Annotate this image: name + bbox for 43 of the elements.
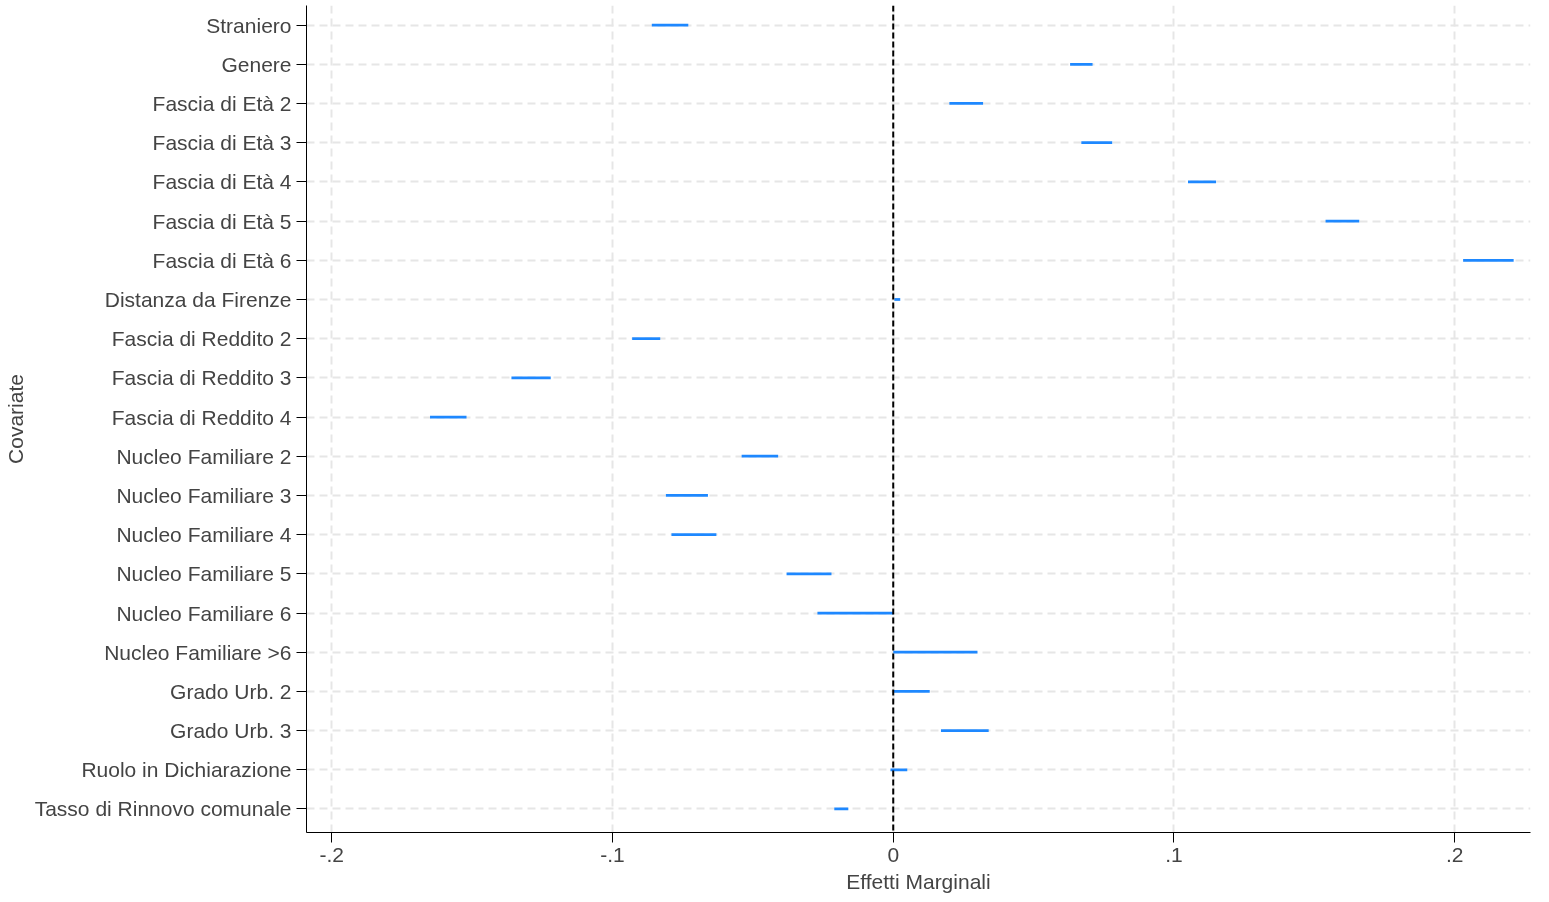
bar	[1070, 62, 1093, 66]
x-tick-label: -.1	[600, 842, 625, 866]
x-tick-label: -.2	[319, 842, 345, 866]
x-tick-label: 0	[887, 842, 900, 866]
y-tick-label: Straniero	[206, 13, 292, 37]
bar	[893, 690, 930, 693]
bar	[894, 298, 901, 301]
y-tick-label: Nucleo Familiare 3	[116, 483, 292, 507]
y-tick-label: Nucleo Familiare 2	[116, 444, 292, 468]
bar	[1463, 258, 1514, 262]
x-tick-label: .2	[1445, 842, 1464, 866]
bar	[511, 376, 551, 380]
y-axis-title: Covariate	[3, 374, 27, 464]
y-tick-label: Distanza da Firenze	[104, 287, 292, 311]
bar	[671, 533, 717, 536]
y-tick-label: Fascia di Età 4	[152, 170, 292, 194]
y-tick-label: Fascia di Reddito 3	[111, 366, 292, 390]
bar	[665, 494, 708, 497]
bar	[632, 337, 661, 341]
y-tick-label: Fascia di Reddito 4	[111, 405, 292, 429]
y-tick-label: Nucleo Familiare 4	[116, 523, 292, 547]
y-tick-label: Ruolo in Dichiarazione	[81, 758, 292, 782]
y-tick-label: Grado Urb. 3	[170, 719, 292, 743]
bar	[949, 102, 984, 105]
y-tick-label: Genere	[221, 52, 292, 76]
y-tick-label: Grado Urb. 2	[170, 679, 292, 703]
y-tick-label: Tasso di Rinnovo comunale	[34, 797, 292, 821]
bar	[893, 650, 978, 654]
y-tick-label: Fascia di Età 2	[152, 91, 292, 115]
x-axis-title: Effetti Marginali	[846, 869, 991, 893]
y-tick-label: Fascia di Reddito 2	[111, 327, 292, 351]
bar	[786, 572, 832, 576]
y-tick-label: Fascia di Età 6	[152, 248, 292, 272]
x-tick-label: .1	[1165, 842, 1183, 866]
y-tick-label: Nucleo Familiare 5	[116, 562, 292, 586]
bar	[940, 729, 989, 732]
y-tick-label: Fascia di Età 5	[152, 209, 292, 233]
bar	[1081, 141, 1113, 145]
y-tick-label: Fascia di Età 3	[152, 131, 292, 155]
bar	[890, 768, 908, 772]
y-tick-label: Nucleo Familiare 6	[116, 601, 292, 625]
y-tick-label: Nucleo Familiare >6	[104, 640, 292, 664]
bar	[741, 454, 779, 458]
